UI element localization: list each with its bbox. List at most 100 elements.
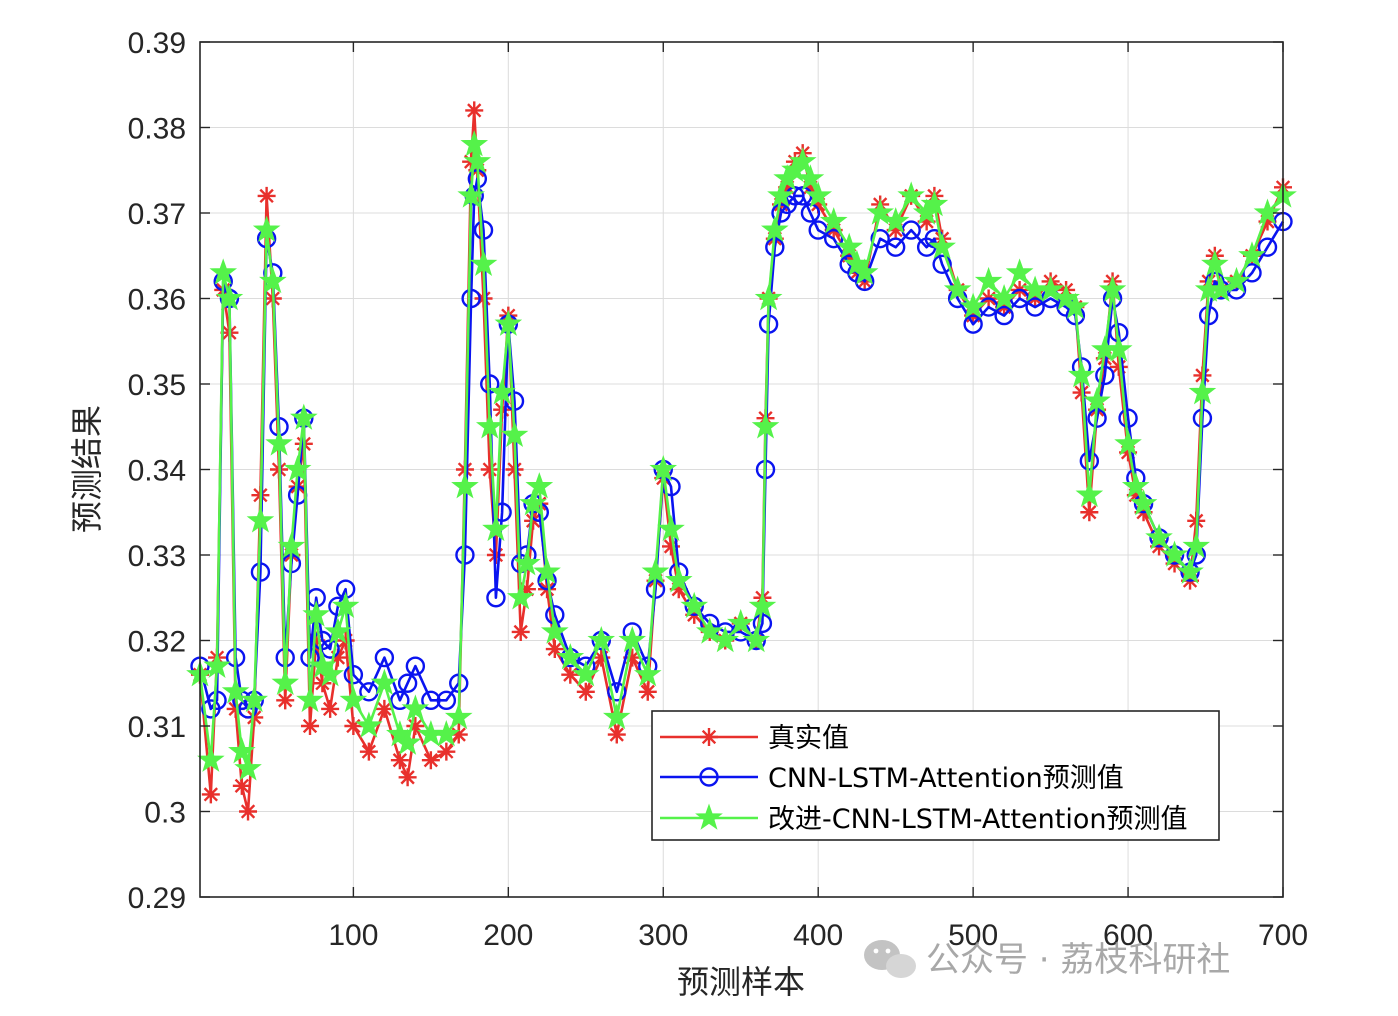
data-point <box>1025 297 1045 317</box>
data-point <box>461 288 481 309</box>
y-tick-label: 0.32 <box>128 626 186 659</box>
data-point <box>881 207 910 234</box>
data-point <box>232 776 251 795</box>
data-point <box>1257 237 1278 257</box>
data-point <box>480 460 499 479</box>
data-point <box>796 164 825 191</box>
x-tick-label: 300 <box>638 919 688 952</box>
data-point <box>607 725 626 744</box>
data-point <box>571 660 600 687</box>
data-point <box>752 613 773 634</box>
x-axis-label: 预测样本 <box>677 963 805 1001</box>
data-point <box>421 690 441 711</box>
data-point <box>742 625 771 653</box>
data-point <box>271 668 300 696</box>
data-point <box>633 660 662 687</box>
data-point <box>393 728 422 755</box>
data-point <box>482 514 510 542</box>
data-point <box>587 625 616 653</box>
data-point <box>519 489 547 516</box>
data-point <box>457 181 485 208</box>
data-point <box>726 608 755 636</box>
data-point <box>324 617 352 644</box>
data-point <box>804 181 833 208</box>
data-point <box>252 215 281 242</box>
data-point <box>517 580 536 599</box>
data-point <box>1121 472 1150 499</box>
data-point <box>1061 292 1090 319</box>
data-point <box>1083 386 1111 413</box>
ticks: 100 200 300 400 500 600 700 0.29 0.3 0.31 0.32 0.33… <box>128 27 1308 952</box>
data-point <box>866 198 894 225</box>
data-point <box>302 600 331 627</box>
data-point <box>1095 365 1115 386</box>
data-point <box>406 717 425 735</box>
series-3 <box>186 130 1297 781</box>
data-point <box>328 648 347 667</box>
data-point <box>215 283 244 311</box>
data-point <box>203 651 231 678</box>
y-tick-label: 0.29 <box>128 882 186 915</box>
data-point <box>494 309 523 336</box>
y-tick-label: 0.31 <box>128 711 186 744</box>
data-point <box>994 305 1014 326</box>
data-point <box>488 378 516 405</box>
data-point <box>486 588 506 608</box>
y-tick-label: 0.35 <box>128 369 186 402</box>
x-tick-label: 100 <box>328 919 378 952</box>
data-point <box>1079 451 1100 471</box>
data-point <box>289 403 318 430</box>
data-point <box>1160 540 1189 567</box>
watermark: 公众号 · 荔枝科研社 <box>864 940 1230 980</box>
data-point <box>316 660 344 687</box>
data-point <box>245 708 264 727</box>
data-point <box>421 751 440 770</box>
data-point <box>390 751 409 770</box>
data-point <box>460 130 489 157</box>
data-point <box>451 472 479 499</box>
data-point <box>1098 275 1127 302</box>
data-point <box>283 454 312 482</box>
data-point <box>250 562 271 582</box>
data-point <box>301 717 320 735</box>
data-point <box>885 237 906 257</box>
data-point <box>296 685 324 713</box>
y-tick-label: 0.37 <box>128 198 186 231</box>
data-point <box>344 717 363 735</box>
data-point <box>401 694 430 721</box>
data-point <box>917 212 936 231</box>
data-point <box>374 647 395 668</box>
data-point <box>375 699 394 718</box>
data-point <box>963 314 983 334</box>
data-point <box>959 292 987 319</box>
data-point <box>1119 443 1138 462</box>
data-point <box>788 147 817 174</box>
data-point <box>500 420 529 448</box>
data-point <box>751 412 780 439</box>
data-point <box>1075 480 1104 507</box>
data-point <box>239 802 258 821</box>
data-point <box>1114 429 1142 456</box>
y-tick-label: 0.3 <box>144 797 186 830</box>
data-point <box>809 195 828 214</box>
data-point <box>754 283 783 311</box>
data-point <box>1238 241 1266 268</box>
legend-label: 真实值 <box>768 723 849 754</box>
data-point <box>1118 408 1138 428</box>
data-point <box>928 232 956 259</box>
data-point <box>444 702 473 730</box>
data-point <box>1126 486 1145 505</box>
data-point <box>662 537 681 556</box>
data-point <box>711 625 740 653</box>
data-point <box>475 412 504 439</box>
data-point <box>1201 249 1229 277</box>
data-point <box>533 557 561 584</box>
data-point <box>257 186 276 205</box>
data-point <box>321 699 340 718</box>
data-point <box>1253 198 1282 225</box>
data-point <box>1176 557 1204 584</box>
data-point <box>276 691 295 710</box>
data-point <box>355 711 383 738</box>
data-point <box>473 220 494 240</box>
